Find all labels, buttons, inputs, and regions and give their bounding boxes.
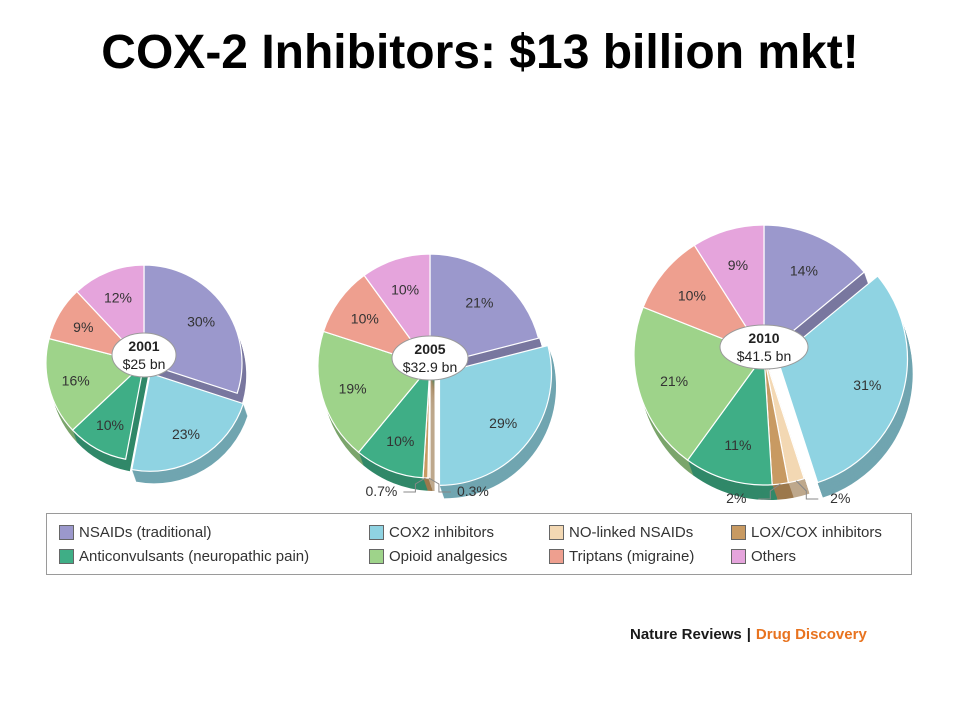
pie-2010-label-no-linked-nsaids: 2%: [830, 490, 850, 506]
pie-2010-slice-cox2-inhibitors: [776, 275, 908, 484]
pie-2005-leader-lox-cox-inhibitors: [403, 477, 426, 493]
pie-2005-label-triptans-migraine: 10%: [351, 311, 379, 327]
credit-section: Drug Discovery: [755, 626, 867, 643]
legend-label-cox2: COX2 inhibitors: [389, 523, 495, 541]
pie-2010-leader-no-linked-nsaids: [795, 480, 819, 500]
pie-2005-total: $32.9 bn: [403, 359, 458, 375]
pie-2005-center: [391, 335, 469, 381]
legend-swatch-anticonvulsants: [59, 548, 74, 564]
pie-2005-leader-no-linked-nsaids: [428, 477, 451, 493]
pie-2001-slice-cox2-inhibitors: [131, 372, 245, 472]
pie-2001-label-others: 12%: [104, 289, 132, 305]
pie-2001-year: 2001: [128, 338, 159, 354]
pie-2010-label-others: 9%: [728, 257, 748, 273]
pie-2010-leader-lox-cox-inhibitors: [758, 483, 781, 500]
legend-label-triptans: Triptans (migraine): [569, 547, 695, 565]
pie-2005-slice-cox2-inhibitors: [438, 344, 553, 486]
pie-2005-slice-nsaids-traditional: [429, 253, 540, 367]
credit-journal: Nature Reviews: [630, 626, 742, 643]
pie-2001-label-anticonvulsants-neuropathic-pain: 10%: [96, 417, 124, 433]
pie-2005-label-opioid-analgesics: 19%: [339, 381, 367, 397]
pie-2010-slice-others: [693, 224, 765, 358]
pie-2010-label-lox-cox-inhibitors: 2%: [726, 490, 746, 506]
legend-swatch-cox2: [369, 524, 384, 540]
pie-2001-total: $25 bn: [123, 356, 166, 372]
source-credit: Nature Reviews | Drug Discovery: [630, 626, 867, 643]
pie-2010-year: 2010: [748, 330, 779, 346]
credit-separator: |: [746, 626, 751, 643]
legend-swatch-nsaids: [59, 524, 74, 540]
legend-label-opioid: Opioid analgesics: [389, 547, 508, 565]
legend-item-lox-cox: LOX/COX inhibitors: [731, 522, 882, 542]
legend-item-cox2: COX2 inhibitors: [369, 522, 494, 542]
legend-swatch-no-linked: [549, 524, 564, 540]
pie-2001-label-cox2-inhibitors: 23%: [172, 426, 200, 442]
pie-2010-slice-triptans-migraine: [642, 244, 766, 357]
pie-2005-label-no-linked-nsaids: 0.3%: [457, 483, 489, 499]
pie-2005-label-anticonvulsants-neuropathic-pain: 10%: [386, 433, 414, 449]
legend-label-anticonvulsants: Anticonvulsants (neuropathic pain): [79, 547, 310, 565]
legend-item-nsaids: NSAIDs (traditional): [59, 522, 212, 542]
legend-swatch-opioid: [369, 548, 384, 564]
pie-2005: 21% 29% 0.3% 0.7% 10% 19% 10% 10% 2005 $32.9 bn: [317, 253, 557, 499]
legend-swatch-lox-cox: [731, 524, 746, 540]
pie-2001: 30% 23% 10% 16% 9% 12% 2001 $25 bn: [45, 264, 248, 484]
legend-label-no-linked: NO-linked NSAIDs: [569, 523, 694, 541]
pie-2005-label-nsaids-traditional: 21%: [465, 294, 493, 310]
legend-label-others: Others: [751, 547, 797, 565]
legend-item-opioid: Opioid analgesics: [369, 546, 507, 566]
pie-2010-label-cox2-inhibitors: 31%: [853, 377, 881, 393]
pie-2001-label-triptans-migraine: 9%: [73, 319, 93, 335]
pie-2010-label-anticonvulsants-neuropathic-pain: 11%: [724, 437, 751, 453]
legend-label-nsaids: NSAIDs (traditional): [79, 523, 212, 541]
pie-2005-label-cox2-inhibitors: 29%: [489, 415, 517, 431]
pie-2010-label-nsaids-traditional: 14%: [790, 262, 818, 278]
pie-2001-label-opioid-analgesics: 16%: [62, 373, 90, 389]
pie-charts: 30% 23% 10% 16% 9% 12% 2001 $25 bn 21% 29% 0.3% 0.7…: [45, 224, 913, 506]
pie-2005-year: 2005: [414, 341, 445, 357]
pie-2001-center: [111, 332, 177, 378]
pie-2010-slice-anticonvulsants-neuropathic-pain: [686, 353, 773, 486]
legend-item-no-linked: NO-linked NSAIDs: [549, 522, 693, 542]
legend: NSAIDs (traditional) COX2 inhibitors NO-…: [46, 513, 912, 575]
slide-title: COX-2 Inhibitors: $13 billion mkt!: [101, 26, 859, 79]
pie-2010-label-triptans-migraine: 10%: [678, 287, 706, 303]
pie-2010-total: $41.5 bn: [737, 348, 792, 364]
pie-2001-label-nsaids-traditional: 30%: [187, 314, 215, 330]
pie-2010-slice-nsaids-traditional: [763, 224, 866, 357]
legend-swatch-triptans: [549, 548, 564, 564]
legend-item-anticonvulsants: Anticonvulsants (neuropathic pain): [59, 546, 309, 566]
legend-item-others: Others: [731, 546, 796, 566]
pie-2010: 14% 31% 2% 2% 11% 21% 10% 9% 2010 $41.5 bn: [633, 224, 913, 506]
pie-2005-label-others: 10%: [391, 281, 419, 297]
pie-2010-label-opioid-analgesics: 21%: [660, 373, 688, 389]
legend-swatch-others: [731, 548, 746, 564]
pie-2005-label-lox-cox-inhibitors: 0.7%: [365, 483, 397, 499]
legend-label-lox-cox: LOX/COX inhibitors: [751, 523, 882, 541]
legend-item-triptans: Triptans (migraine): [549, 546, 694, 566]
pie-2010-center: [719, 324, 809, 370]
